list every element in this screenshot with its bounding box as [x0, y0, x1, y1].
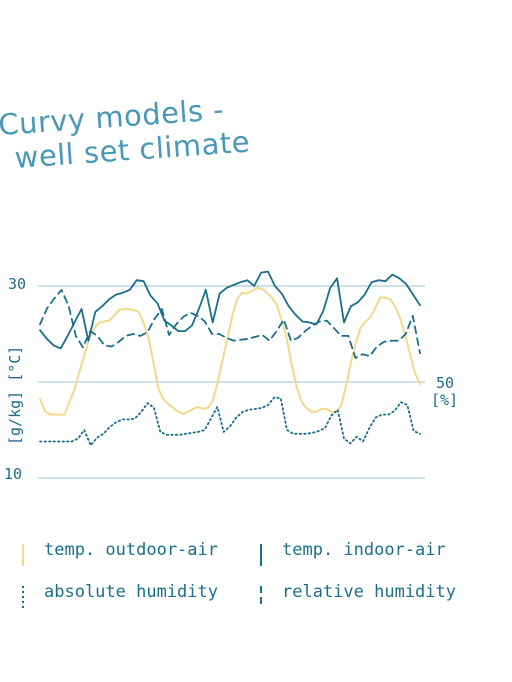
- legend-mark-indoor-temp: [260, 544, 262, 566]
- legend-label-absolute-humidity: absolute humidity: [44, 582, 218, 602]
- legend-label-indoor-temp: temp. indoor-air: [282, 540, 446, 560]
- series-line-temp-indoor-air: [39, 270, 421, 350]
- series-line-relative-humidity: [39, 288, 421, 359]
- series-layer: [39, 270, 421, 447]
- line-chart: 30 10 50 [%] [g/kg] [°C]: [4, 270, 458, 483]
- series-line-absolute-humidity: [39, 396, 421, 447]
- legend-mark-relative-humidity: [260, 586, 262, 608]
- y-right-tick-50: 50: [436, 374, 454, 392]
- legend-mark-outdoor-temp: [22, 544, 24, 566]
- legend-mark-absolute-humidity: [22, 586, 24, 608]
- legend: temp. outdoor-air temp. indoor-air absol…: [0, 530, 512, 630]
- chart-title: Curvy models - well set climate: [0, 85, 332, 188]
- legend-label-relative-humidity: relative humidity: [282, 582, 456, 602]
- y-tick-10: 10: [4, 465, 22, 483]
- y-tick-30: 30: [8, 275, 26, 293]
- series-line-temp-outdoor-air: [39, 286, 421, 416]
- y-right-label: [%]: [431, 391, 458, 409]
- legend-label-outdoor-temp: temp. outdoor-air: [44, 540, 218, 560]
- y-left-label: [g/kg] [°C]: [6, 346, 24, 445]
